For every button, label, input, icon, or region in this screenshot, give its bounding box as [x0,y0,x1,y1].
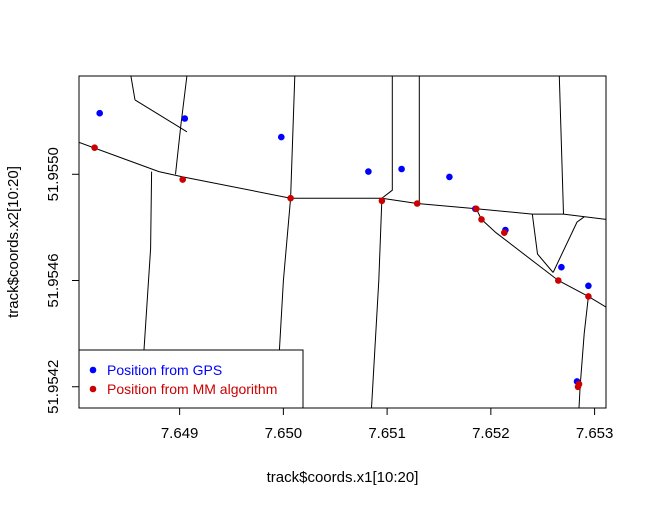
y-tick-label-2: 51.9550 [45,147,62,201]
mm-point-5 [473,205,480,213]
road-segment-4 [175,76,188,175]
x-tick-label-3: 7.652 [472,425,510,442]
gps-point-5 [446,173,453,181]
legend: Position from GPS Position from MM algor… [78,349,304,409]
road-segment-10 [558,76,564,215]
x-tick-label-1: 7.650 [265,425,303,442]
legend-label-gps: Position from GPS [107,362,222,378]
mm-point-9 [585,293,592,300]
gps-point-8 [558,263,565,271]
mm-point-7 [501,229,508,236]
mm-point-11 [574,383,582,391]
road-segment-5 [134,99,188,133]
y-axis-label: track$coords.x2[10:20] [5,166,22,318]
x-tick-label-4: 7.653 [576,425,614,442]
road-segment-2 [578,296,589,408]
legend-box [78,349,304,409]
mm-point-4 [413,200,421,207]
road-segment-0 [79,141,606,220]
x-axis-label: track$coords.x1[10:20] [267,469,419,486]
mm-point-8 [555,277,562,284]
legend-marker-mm [89,385,97,393]
x-tick-label-0: 7.649 [161,425,199,442]
x-tick-label-2: 7.651 [368,425,406,442]
mm-point-3 [378,197,386,205]
data-points [91,109,592,391]
road-segment-11 [531,214,554,273]
mm-point-6 [478,216,485,223]
road-network [79,76,606,408]
mm-point-0 [91,144,98,151]
gps-point-0 [96,109,103,117]
legend-marker-gps [89,366,97,374]
mm-point-1 [179,176,186,183]
gps-point-1 [181,115,189,122]
road-segment-12 [552,216,585,273]
y-tick-label-0: 51.9542 [45,360,62,414]
legend-label-mm: Position from MM algorithm [107,381,277,397]
mm-point-2 [287,194,294,202]
gps-point-9 [585,282,592,290]
road-segment-7 [275,76,296,408]
gps-point-2 [278,133,285,141]
road-segment-6 [130,76,136,100]
x-axis: 7.649 7.650 7.651 7.652 7.653 [161,407,614,442]
gps-point-4 [398,165,405,173]
y-tick-label-1: 51.9546 [45,253,62,307]
gps-point-3 [365,168,372,175]
